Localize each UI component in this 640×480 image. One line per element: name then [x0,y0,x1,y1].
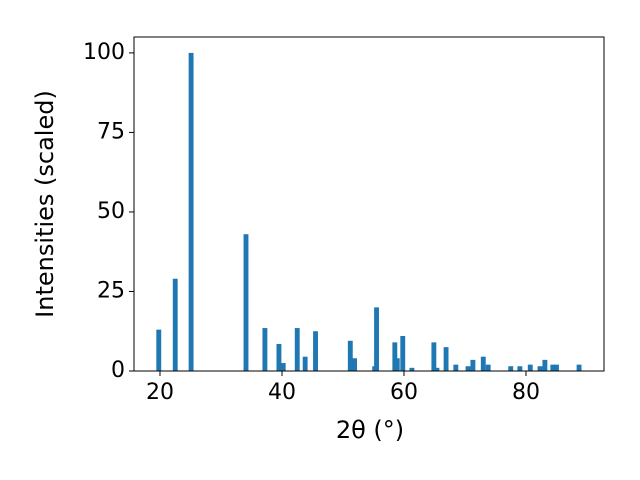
bar [294,328,300,371]
bar [550,364,556,371]
bar [394,358,400,371]
bar [262,328,268,371]
bar [517,366,523,371]
bar [188,52,194,372]
x-tick-label: 60 [390,380,418,405]
x-tick-label: 40 [268,380,296,405]
x-axis-title: 2θ (°) [336,416,404,444]
bar [243,234,249,371]
bar [480,356,486,371]
bar [302,356,308,371]
bar [443,347,449,371]
y-tick-label: 0 [111,358,125,383]
bar [347,340,353,371]
bar [453,364,459,371]
bar [527,364,533,371]
bar [280,363,286,371]
bar [392,342,398,371]
bar [508,366,514,371]
y-tick-label: 25 [97,278,125,303]
bar [470,359,476,371]
bar [409,367,415,371]
bar [434,367,440,371]
y-tick-label: 75 [97,119,125,144]
bar [485,364,491,371]
x-tick-label: 20 [146,380,174,405]
bar [554,364,559,371]
bar [313,331,318,371]
bar [276,343,282,371]
bar [400,336,406,371]
bar [172,278,178,371]
bar [352,358,358,371]
y-tick-label: 50 [97,199,125,224]
bar [465,366,471,371]
x-tick-label: 80 [512,380,540,405]
bar [156,329,162,371]
bar [576,364,582,371]
y-tick-label: 100 [83,40,125,65]
bar [542,359,548,371]
y-axis-title: Intensities (scaled) [31,90,59,318]
bar [431,342,437,371]
bar [374,307,379,371]
plot-frame [133,36,605,372]
bar [537,366,543,371]
